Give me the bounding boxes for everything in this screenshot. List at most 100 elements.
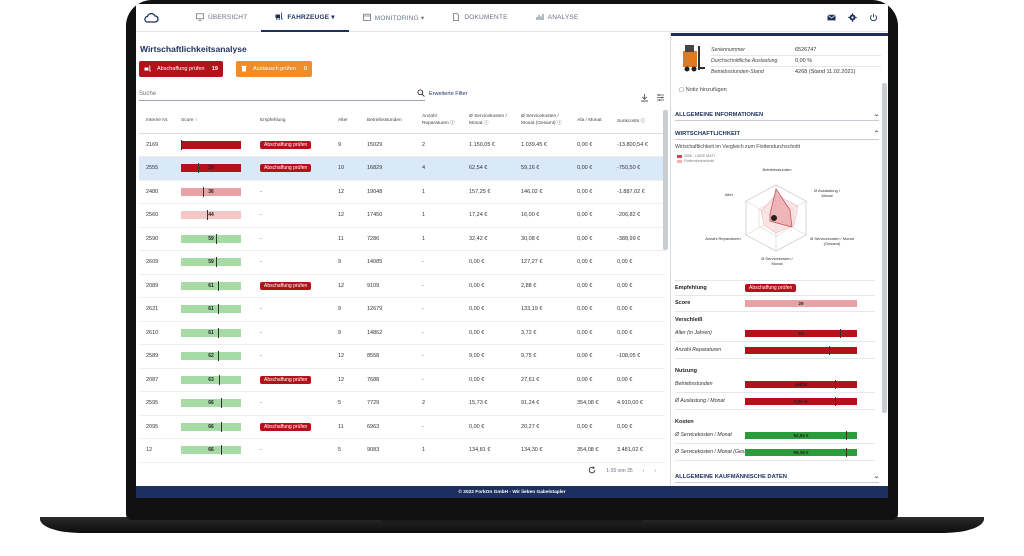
cell-score: 59 [174, 250, 253, 275]
gear-icon[interactable] [848, 13, 857, 22]
score-value: 66 [208, 447, 214, 454]
section-title: ALLGEMEINE KAUFMÄNNISCHE DATEN [675, 474, 787, 480]
cell-rep: - [415, 250, 462, 275]
section-wirtschaftlichkeit[interactable]: WIRTSCHAFTLICHKEIT ⌃ [675, 131, 879, 140]
nav-fahrzeuge[interactable]: FAHRZEUGE ▾ [261, 4, 349, 32]
empfehlung-badge[interactable]: Abschaffung prüfen [260, 140, 312, 149]
score-marker [217, 280, 219, 291]
field-value: 0,00 % [795, 58, 813, 64]
table-row[interactable]: 2169 Abschaffung prüfen 9 15029 2 1.150,05 €1… [139, 133, 665, 157]
empfehlung-badge[interactable]: Abschaffung prüfen [260, 422, 312, 431]
nav-dokumente[interactable]: DOKUMENTE [438, 4, 521, 32]
chevron-down-icon[interactable]: ⌄ [873, 112, 879, 118]
cell-sunk: 0,00 € [610, 321, 665, 345]
cell-nr: 2095 [139, 415, 174, 439]
nav-analyse[interactable]: ANALYSE [522, 4, 593, 32]
score-bar: 61 [181, 327, 241, 338]
score-marker [216, 233, 218, 244]
metric-bar [745, 346, 857, 355]
cell-score: 44 [174, 203, 253, 228]
cell-score [174, 133, 253, 157]
austausch-card[interactable]: Austausch prüfen 0 [236, 61, 312, 77]
table-row[interactable]: 2589 62-12 8558-9,00 €9,75 €0,00 € -108,05 … [139, 344, 665, 369]
table-row[interactable]: 2089 61 Abschaffung prüfen 12 9109-0,00 €2,8… [139, 274, 665, 298]
empfehlung-badge[interactable]: Abschaffung prüfen [260, 281, 312, 290]
search-icon[interactable] [417, 89, 425, 99]
table-row[interactable]: 2560 44 -12 17450 1 17,24 €16,00 €0,00 € -206,… [139, 203, 665, 228]
cell-score: 29 [174, 156, 253, 181]
cloud-logo-icon[interactable] [142, 9, 160, 27]
cell-sk: 0,00 € [462, 250, 514, 275]
cell-empfehlung: Abschaffung prüfen [253, 274, 331, 298]
chevron-right-icon[interactable]: › [654, 468, 656, 474]
score-value: 66 [208, 423, 214, 430]
empfehlung-badge[interactable]: Abschaffung prüfen [260, 375, 312, 384]
metric-value: 10 [798, 331, 804, 336]
extended-filter-link[interactable]: Erweiterte Filter [429, 91, 468, 97]
col-empfehlung[interactable]: Empfehlung [253, 108, 331, 134]
refresh-icon[interactable] [588, 466, 596, 476]
col-betriebsstunden[interactable]: Betriebsstunden [360, 108, 415, 134]
power-icon[interactable] [869, 13, 878, 22]
cell-score: 66 [174, 415, 253, 439]
score-value: 59 [208, 259, 214, 266]
search-input[interactable]: Suche [139, 87, 425, 101]
col-servicekosten-gesamt[interactable]: Ø Servicekosten / Monat (Gesamt) ⓘ [514, 108, 570, 134]
cell-empfehlung: Abschaffung prüfen [253, 133, 331, 157]
col-reparaturen[interactable]: Anzahl Reparaturen ⓘ [415, 108, 462, 134]
search-placeholder: Suche [139, 90, 157, 97]
section-allgemeine-informationen[interactable]: ALLGEMEINE INFORMATIONEN ⌄ [675, 112, 879, 121]
col-interne-nr[interactable]: Interne Nr. [139, 108, 174, 134]
section-title: ALLGEMEINE INFORMATIONEN [675, 112, 764, 118]
col-servicekosten[interactable]: Ø Servicekosten / Monat ⓘ [462, 108, 514, 134]
cell-sk: 134,81 € [462, 438, 514, 463]
field-label: Seriennummer [711, 47, 746, 53]
add-note-button[interactable]: ▢ Notiz hinzufügen [679, 87, 727, 93]
cell-sunk: 0,00 € [610, 250, 665, 275]
nav-uebersicht[interactable]: ÜBERSICHT [182, 4, 261, 32]
chevron-down-icon[interactable]: ⌄ [873, 474, 879, 480]
cell-afa: 0,00 € [570, 180, 610, 204]
filter-settings-icon[interactable] [656, 89, 665, 101]
table-row[interactable]: 2595 66 -5 7729 2 15,73 €91,24 €354,08 €4.910… [139, 391, 665, 416]
nav-monitoring[interactable]: MONITORING ▾ [349, 4, 439, 32]
cell-skg: 134,30 € [514, 438, 570, 463]
table-row[interactable]: 2609 59-9 14085-0,00 €127,27 €0,00 €0,00 € [139, 250, 665, 275]
cell-emp: - [253, 438, 331, 463]
table-row[interactable]: 2087 63 Abschaffung prüfen 12 7688-0,00 €27,… [139, 368, 665, 392]
vehicle-table: Interne Nr. Score ↑ Empfehlung Alter Bet… [139, 108, 665, 463]
cell-sunk: 0,00 € [610, 415, 665, 439]
detail-scrollbar[interactable] [882, 83, 887, 413]
cell-score: 61 [174, 297, 253, 322]
table-row[interactable]: 12 66 -5 9083 1 134,81 €134,30 €354,08 €3.481… [139, 438, 665, 463]
table-row[interactable]: 2610 61-9 14862-0,00 €3,72 €0,00 €0,00 € [139, 321, 665, 345]
score-value: 61 [208, 329, 214, 336]
abschaffung-card[interactable]: Abschaffung prüfen 19 [139, 61, 223, 77]
nav-label: MONITORING ▾ [374, 14, 425, 22]
mail-icon[interactable] [827, 13, 836, 22]
cell-emp: - [253, 180, 331, 204]
cell-afa: 0,00 € [570, 321, 610, 345]
col-afa[interactable]: Afa / Monat [570, 108, 610, 134]
table-row[interactable]: 2621 61-9 12679-0,00 €133,19 €0,00 €0,00 € [139, 297, 665, 322]
table-row[interactable]: 2590 59 -11 7286 1 32,42 €30,08 €0,00 € -388,9… [139, 227, 665, 251]
section-kaufmaennische-daten[interactable]: ALLGEMEINE KAUFMÄNNISCHE DATEN ⌄ [675, 474, 879, 483]
col-score[interactable]: Score ↑ [174, 108, 253, 134]
cell-sk: 157,25 € [462, 180, 514, 204]
chevron-up-icon[interactable]: ⌃ [873, 131, 879, 137]
table-scrollbar[interactable] [663, 110, 668, 250]
table-row[interactable]: 2555 29 Abschaffung prüfen 10 16829 4 62,54 €5… [139, 156, 665, 181]
cell-afa: 0,00 € [570, 133, 610, 157]
col-alter[interactable]: Alter [331, 108, 360, 134]
empfehlung-badge[interactable]: Abschaffung prüfen [260, 164, 312, 173]
table-row[interactable]: 2480 36 -12 19048 1 157,25 €146,02 €0,00 € -1.… [139, 180, 665, 204]
table-row[interactable]: 2095 66 Abschaffung prüfen 11 6963-0,00 €20,… [139, 415, 665, 439]
cell-sk: 32,42 € [462, 227, 514, 251]
col-sunkcosts[interactable]: Sunkcosts ⓘ [610, 108, 665, 134]
chevron-left-icon[interactable]: ‹ [642, 468, 645, 474]
cell-sunk: -750,50 € [610, 156, 665, 181]
cell-afa: 354,08 € [570, 438, 610, 463]
cell-sunk: 4.910,00 € [610, 391, 665, 416]
cell-bs: 9109 [360, 274, 415, 298]
download-icon[interactable] [640, 89, 649, 102]
